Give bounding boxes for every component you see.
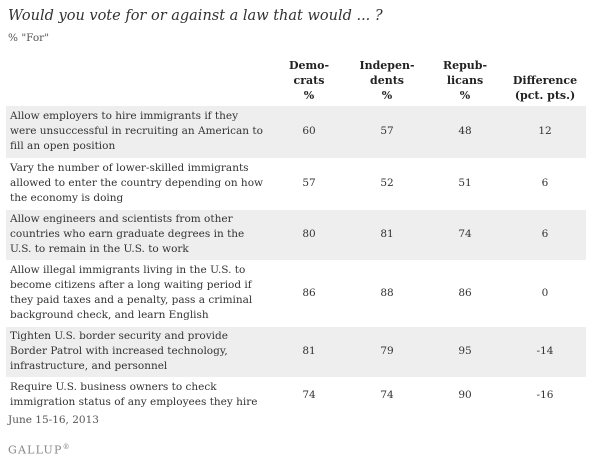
cell-independents: 52: [348, 158, 426, 210]
header-independents-line3: %: [381, 89, 393, 102]
cell-republicans: 74: [426, 209, 504, 261]
chart-title: Would you vote for or against a law that…: [8, 8, 383, 24]
row-question: Allow engineers and scientists from othe…: [6, 209, 270, 261]
cell-difference: -14: [504, 326, 586, 378]
header-republicans-line3: %: [459, 89, 471, 102]
header-republicans-line1: Repub-: [442, 59, 488, 72]
row-question: Vary the number of lower-skilled immigra…: [6, 158, 270, 210]
cell-democrats: 74: [270, 377, 348, 414]
cell-independents: 57: [348, 106, 426, 159]
cell-difference: -16: [504, 377, 586, 414]
table-row: Vary the number of lower-skilled immigra…: [6, 158, 586, 210]
header-democrats-line3: %: [303, 89, 315, 102]
registered-mark-icon: ®: [62, 443, 70, 451]
cell-independents: 81: [348, 209, 426, 261]
cell-independents: 88: [348, 260, 426, 327]
header-republicans-line2: licans: [446, 74, 484, 87]
header-difference-line1: Difference: [512, 74, 578, 87]
header-democrats-line1: Demo-: [288, 59, 330, 72]
row-question: Allow employers to hire immigrants if th…: [6, 106, 270, 159]
header-democrats-line2: crats: [293, 74, 325, 87]
cell-democrats: 57: [270, 158, 348, 210]
cell-republicans: 90: [426, 377, 504, 414]
header-independents-line2: dents: [370, 74, 404, 87]
row-question: Tighten U.S. border security and provide…: [6, 326, 270, 378]
table-row: Allow engineers and scientists from othe…: [6, 209, 586, 261]
header-independents: Indepen- dents %: [348, 58, 426, 106]
table-row: Tighten U.S. border security and provide…: [6, 326, 586, 378]
cell-democrats: 81: [270, 326, 348, 378]
cell-independents: 74: [348, 377, 426, 414]
row-question: Require U.S. business owners to check im…: [6, 377, 270, 414]
cell-republicans: 48: [426, 106, 504, 159]
cell-republicans: 95: [426, 326, 504, 378]
cell-independents: 79: [348, 326, 426, 378]
cell-difference: 6: [504, 158, 586, 210]
gallup-logo-text: GALLUP: [8, 443, 63, 457]
header-difference-line2: (pct. pts.): [514, 89, 576, 102]
table-row: Allow illegal immigrants living in the U…: [6, 260, 586, 327]
cell-democrats: 60: [270, 106, 348, 159]
cell-difference: 12: [504, 106, 586, 159]
chart-subtitle: % "For": [8, 32, 50, 44]
cell-difference: 6: [504, 209, 586, 261]
header-row: Demo- crats % Indepen- dents % Repub- li…: [6, 58, 586, 106]
cell-difference: 0: [504, 260, 586, 327]
cell-democrats: 86: [270, 260, 348, 327]
header-question: [6, 58, 270, 106]
cell-republicans: 51: [426, 158, 504, 210]
row-question: Allow illegal immigrants living in the U…: [6, 260, 270, 327]
table-row: Require U.S. business owners to check im…: [6, 377, 586, 414]
header-difference: Difference (pct. pts.): [504, 58, 586, 106]
results-table: Demo- crats % Indepen- dents % Repub- li…: [6, 58, 586, 414]
header-republicans: Repub- licans %: [426, 58, 504, 106]
header-democrats: Demo- crats %: [270, 58, 348, 106]
cell-democrats: 80: [270, 209, 348, 261]
cell-republicans: 86: [426, 260, 504, 327]
gallup-logo: GALLUP®: [8, 443, 70, 457]
table-row: Allow employers to hire immigrants if th…: [6, 106, 586, 159]
survey-date: June 15-16, 2013: [8, 414, 99, 426]
header-independents-line1: Indepen-: [359, 59, 415, 72]
